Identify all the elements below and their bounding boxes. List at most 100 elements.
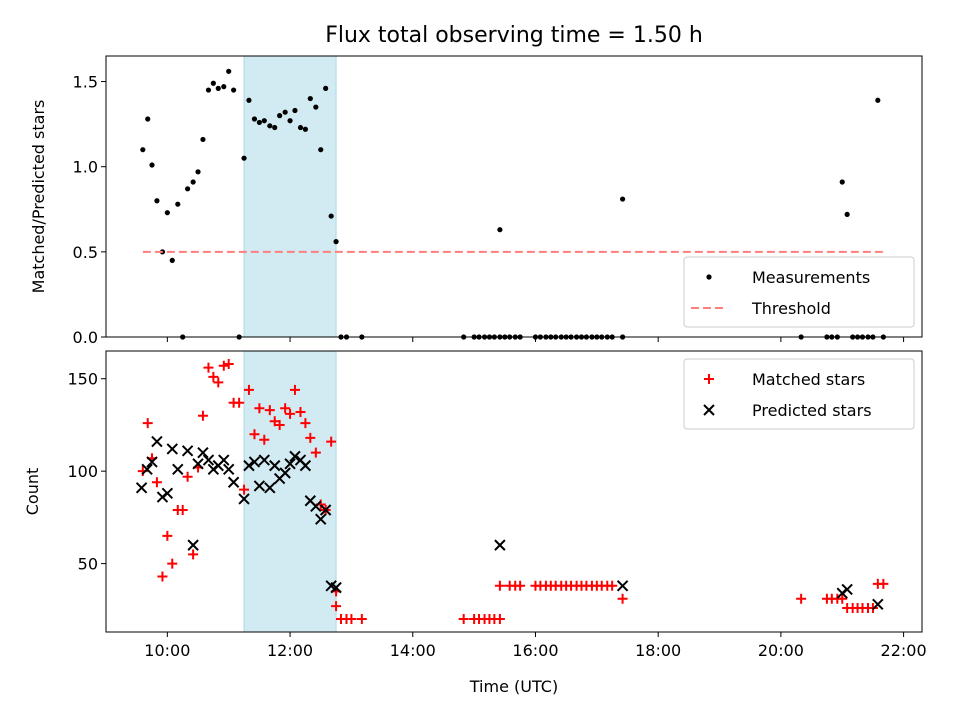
measurement-point (226, 68, 232, 74)
legend-label: Threshold (751, 299, 831, 318)
matched-point (264, 405, 275, 416)
legend-label: Predicted stars (752, 401, 872, 420)
matched-point (151, 477, 162, 488)
measurement-point (231, 87, 237, 93)
predicted-point (181, 445, 194, 457)
matched-point (249, 429, 260, 440)
legend-box (683, 256, 915, 328)
x-tick-label: 12:00 (267, 641, 313, 660)
matched-point (223, 358, 234, 369)
measurement-point (272, 124, 278, 131)
predicted-point (494, 539, 506, 551)
predicted-point (310, 500, 322, 512)
y-tick-label: 100 (67, 462, 98, 481)
predicted-point (202, 454, 215, 466)
matched-point (285, 408, 296, 419)
measurement-point (267, 123, 273, 129)
matched-point (494, 614, 505, 625)
chart-title: Flux total observing time = 1.50 h (325, 23, 703, 48)
predicted-point (238, 493, 250, 505)
predicted-point (161, 487, 174, 500)
predicted-point (248, 456, 261, 468)
matched-point (878, 578, 889, 589)
measurement-point (307, 95, 313, 102)
predicted-point (279, 467, 291, 479)
measurement-point (323, 85, 329, 91)
matched-point (142, 418, 153, 429)
predicted-point (218, 454, 230, 466)
legend-marker (706, 274, 712, 280)
matched-point (356, 614, 367, 625)
matched-point (617, 593, 628, 604)
matched-point (515, 580, 526, 591)
measurement-point (246, 97, 252, 103)
matched-point (234, 397, 245, 408)
y-tick-label: 50 (78, 555, 98, 574)
predicted-point (284, 458, 296, 470)
legend-marker (703, 404, 715, 416)
measurement-point (200, 136, 206, 143)
matched-point (254, 403, 265, 414)
measurement-point (619, 196, 626, 202)
measurement-point (221, 84, 227, 90)
predicted-point (319, 504, 332, 516)
predicted-point (227, 476, 240, 488)
predicted-point (151, 435, 163, 448)
matched-point (162, 530, 173, 541)
matched-point (203, 362, 214, 373)
matched-point (167, 558, 178, 569)
measurement-point (875, 97, 881, 103)
measurement-point (297, 124, 304, 131)
matched-point (305, 432, 316, 443)
measurement-point (164, 210, 170, 216)
observing-span (243, 55, 337, 338)
predicted-point (264, 482, 276, 494)
measurement-point (282, 109, 288, 115)
axes-frame (105, 55, 923, 338)
x-tick-label: 10:00 (144, 641, 190, 660)
legend-label: Matched stars (752, 370, 865, 389)
axes-frame (105, 350, 923, 633)
y-tick-label: 0.5 (73, 243, 98, 262)
matched-point (188, 549, 199, 560)
y-tick-label: 150 (67, 370, 98, 389)
predicted-point (197, 446, 209, 459)
measurement-point (256, 119, 262, 126)
measurement-point (261, 118, 267, 124)
matched-point (494, 580, 505, 591)
predicted-point (315, 513, 327, 525)
measurement-point (318, 147, 324, 153)
predicted-point (253, 480, 266, 492)
matched-point (300, 418, 311, 429)
observing-span (243, 350, 337, 633)
y-axis-label: Count (23, 468, 42, 516)
predicted-point (289, 450, 301, 463)
matched-point (157, 571, 168, 582)
matched-point (259, 434, 270, 445)
predicted-point (146, 456, 158, 468)
legend-box (683, 358, 915, 430)
predicted-point (872, 598, 884, 610)
measurement-point (169, 257, 175, 263)
matched-point (208, 371, 219, 382)
measurement-point (215, 85, 221, 91)
measurement-point (839, 179, 845, 185)
x-tick-label: 14:00 (390, 641, 436, 660)
predicted-point (258, 454, 270, 466)
predicted-point (841, 583, 853, 596)
matched-point (182, 471, 193, 482)
measurement-point (287, 118, 293, 124)
legend-label: Measurements (752, 268, 870, 287)
predicted-point (330, 581, 342, 594)
matched-point (326, 436, 337, 447)
measurement-point (333, 239, 339, 245)
matched-point (218, 360, 229, 371)
predicted-point (616, 580, 629, 592)
predicted-point (269, 459, 281, 472)
matched-point (274, 419, 285, 430)
x-tick-label: 16:00 (512, 641, 558, 660)
legend: Matched stars Predicted stars (683, 358, 915, 430)
predicted-point (243, 459, 255, 472)
count-panel: 10:00 12:00 14:00 16:00 18:00 20:00 22:00 50 100… (23, 350, 927, 696)
